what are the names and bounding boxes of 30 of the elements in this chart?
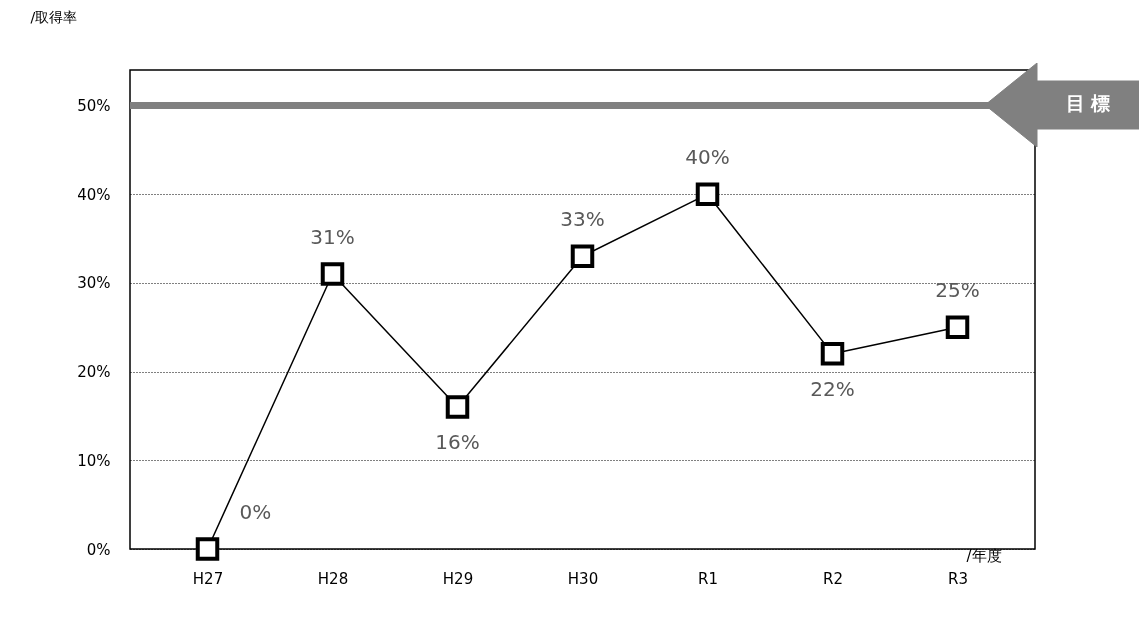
data-label: 33% (560, 207, 605, 232)
point (570, 244, 595, 269)
y-tick-label: 40% (77, 185, 111, 204)
y-tick-label: 20% (77, 363, 111, 382)
ref-line-label: 目 標 (1064, 91, 1112, 117)
x-tick-label: H30 (567, 569, 599, 588)
x-tick-label: H28 (317, 569, 349, 588)
point (820, 342, 845, 366)
data-label: 22% (810, 376, 855, 401)
x-tick-label: H29 (442, 569, 474, 588)
point (695, 182, 720, 206)
x-tick-label: H27 (192, 569, 224, 588)
data-label: 25% (935, 278, 980, 303)
y-tick-label: 30% (77, 274, 111, 293)
data-label: 0% (239, 500, 272, 524)
point (320, 262, 345, 286)
x-tick-label: R3 (948, 569, 968, 588)
y-tick-label: 10% (77, 451, 111, 470)
y-tick-label: 0% (86, 540, 111, 559)
data-label: 40% (685, 145, 730, 170)
x-tick-label: R1 (698, 569, 718, 588)
data-label: 31% (310, 225, 355, 250)
x-axis-title: /年度 (966, 546, 1002, 565)
point (195, 537, 220, 561)
point (945, 315, 970, 339)
x-tick-label: R2 (823, 569, 843, 588)
y-axis-title: /取得率 (30, 8, 78, 25)
point (445, 395, 470, 419)
y-tick-label: 50% (77, 96, 111, 115)
data-label: 16% (435, 430, 480, 455)
